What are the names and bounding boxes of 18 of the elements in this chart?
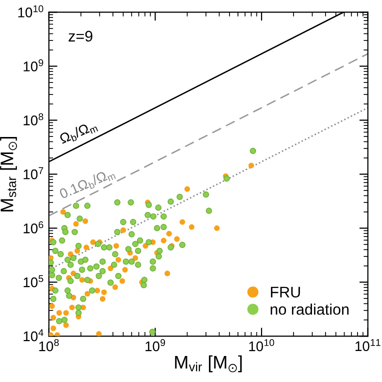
x-tick-label: 10$^{11}$	[356, 339, 380, 352]
annotation: 0.1Ω$_{b}$/Ω$_{m}$	[58, 167, 116, 201]
y-tick-label: 10$^{10}$	[18, 5, 44, 18]
y-tick-label: 10$^{6}$	[24, 221, 44, 234]
annotation: Ω$_{b}$/Ω$_{m}$	[58, 120, 98, 146]
annotation: z=9	[68, 30, 92, 42]
y-tick-label: 10$^{7}$	[24, 167, 44, 180]
y-tick-label: 10$^{5}$	[24, 275, 44, 288]
x-tick-label: 10$^{10}$	[249, 339, 274, 352]
y-axis-title: M$_{star}$ [M$_{⊙}$]	[0, 137, 18, 212]
y-tick-label: 10$^{9}$	[24, 59, 44, 72]
x-axis-title: M$_{vir}$ [M$_{⊙}$]	[175, 355, 242, 372]
legend-label: no radiation	[270, 304, 349, 315]
legend-label: FRU	[270, 286, 300, 298]
y-tick-label: 10$^{8}$	[24, 113, 44, 126]
x-tick-label: 10$^{9}$	[146, 339, 166, 352]
y-tick-label: 10$^{4}$	[24, 329, 44, 342]
x-tick-label: 10$^{8}$	[39, 339, 59, 352]
